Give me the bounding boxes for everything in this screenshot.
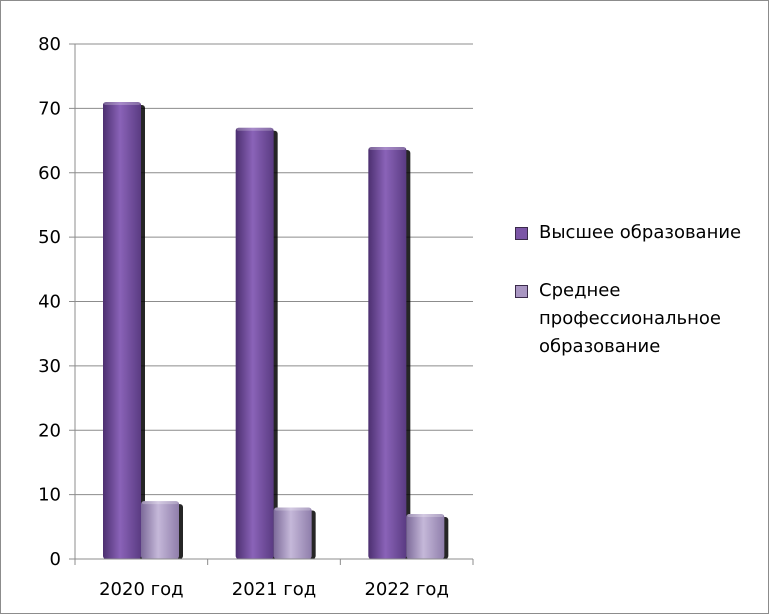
y-tick-label-70: 70 (38, 98, 61, 119)
x-category-labels: 2020 год 2021 год 2022 год (99, 579, 449, 600)
bar-cap-series1-1 (274, 507, 311, 511)
bar-series1-2 (406, 513, 445, 559)
legend-item-higher-education: Высшее образование (515, 219, 765, 247)
legend-swatch-vocational-education (515, 285, 528, 298)
legend-label-higher-education: Высшее образование (539, 222, 742, 243)
y-tick-label-50: 50 (38, 227, 61, 248)
y-tick-label-60: 60 (38, 163, 61, 184)
bar-series0-2 (368, 147, 407, 559)
bar-series0-1 (235, 127, 274, 559)
bar-series0-0 (103, 101, 141, 559)
legend-label-vocational-education: Среднее профессиональное образование (539, 280, 721, 357)
bar-cap-series0-0 (104, 101, 140, 105)
x-label-0: 2020 год (99, 579, 183, 600)
bar-series1-1 (273, 507, 312, 559)
x-label-2: 2022 год (364, 579, 448, 600)
y-tick-label-40: 40 (38, 292, 61, 313)
y-tick-label-0: 0 (50, 549, 61, 570)
bar-series1-0 (141, 501, 179, 559)
y-tick-label-20: 20 (38, 420, 61, 441)
axes (69, 43, 474, 565)
bar-cap-series0-1 (236, 127, 273, 131)
legend-swatch-higher-education (515, 227, 528, 240)
legend: Высшее образование Среднее профессиональ… (515, 219, 765, 391)
bar-cap-series0-2 (369, 147, 406, 150)
y-tick-labels: 0 10 20 30 40 50 60 70 80 (38, 34, 61, 570)
bar-cap-series1-2 (407, 513, 444, 517)
y-tick-label-30: 30 (38, 356, 61, 377)
x-label-1: 2021 год (232, 579, 316, 600)
y-tick-label-10: 10 (38, 485, 61, 506)
y-tick-label-80: 80 (38, 34, 61, 55)
bars (103, 101, 445, 559)
legend-item-vocational-education: Среднее профессиональное образование (515, 277, 765, 361)
bar-cap-series1-0 (142, 501, 178, 505)
